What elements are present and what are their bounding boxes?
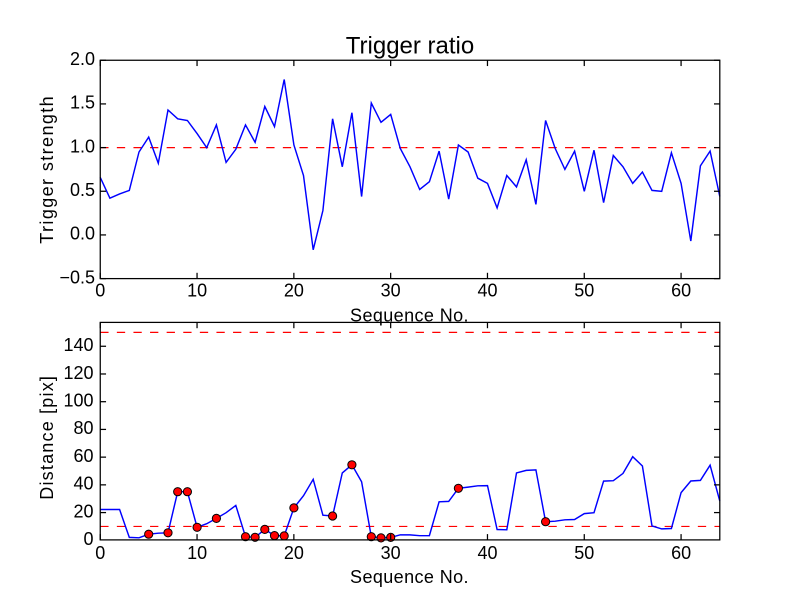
svg-text:0.0: 0.0 — [70, 224, 95, 244]
svg-text:40: 40 — [477, 281, 497, 301]
svg-text:Sequence No.: Sequence No. — [350, 306, 469, 326]
svg-text:20: 20 — [73, 501, 93, 521]
svg-text:−0.5: −0.5 — [59, 267, 95, 287]
svg-text:40: 40 — [477, 543, 497, 563]
svg-text:0: 0 — [95, 543, 105, 563]
svg-text:Trigger ratio: Trigger ratio — [346, 33, 474, 60]
svg-text:0.5: 0.5 — [70, 180, 95, 200]
svg-text:50: 50 — [574, 281, 594, 301]
svg-text:100: 100 — [63, 391, 93, 411]
svg-text:2.0: 2.0 — [70, 49, 95, 69]
svg-text:10: 10 — [187, 543, 207, 563]
svg-text:30: 30 — [381, 281, 401, 301]
svg-text:Distance [pix]: Distance [pix] — [37, 375, 57, 500]
svg-text:0: 0 — [83, 529, 93, 549]
svg-text:1.5: 1.5 — [70, 93, 95, 113]
svg-text:60: 60 — [73, 446, 93, 466]
svg-text:60: 60 — [671, 543, 691, 563]
svg-text:140: 140 — [63, 335, 93, 355]
svg-text:0: 0 — [95, 281, 105, 301]
svg-text:30: 30 — [381, 543, 401, 563]
svg-text:1.0: 1.0 — [70, 136, 95, 156]
svg-text:10: 10 — [187, 281, 207, 301]
svg-text:120: 120 — [63, 363, 93, 383]
svg-text:20: 20 — [284, 281, 304, 301]
svg-text:Sequence No.: Sequence No. — [350, 567, 469, 587]
svg-text:40: 40 — [73, 474, 93, 494]
svg-text:80: 80 — [73, 418, 93, 438]
svg-text:Trigger strength: Trigger strength — [37, 95, 57, 244]
svg-text:50: 50 — [574, 543, 594, 563]
svg-text:20: 20 — [284, 543, 304, 563]
svg-text:60: 60 — [671, 281, 691, 301]
